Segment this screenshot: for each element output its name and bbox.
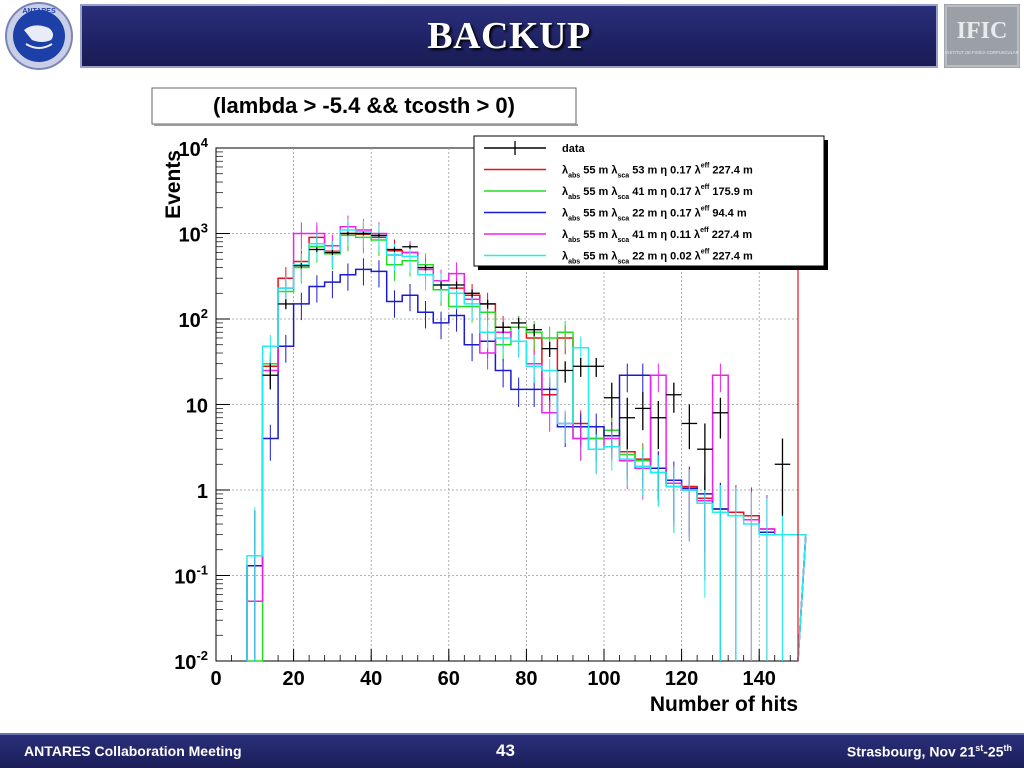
x-tick-label: 100 [587,668,620,690]
footer-bar: ANTARES Collaboration Meeting 43 Strasbo… [0,733,1024,768]
y-tick-label: 10 [186,396,208,418]
footer-date-end: -25 [983,743,1004,760]
legend-label-cyan: λabs 55 m λsca 22 m η 0.02 λeff 227.4 m [562,249,753,266]
histogram-chart: (lambda > -5.4 && tcosth > 0) 0 20 40 60 80 10… [151,87,828,716]
y-axis-label: Events [162,150,185,219]
y-tick-label: 10-1 [174,563,208,589]
header-bar: BACKUP [80,4,938,68]
footer-meeting-name: ANTARES Collaboration Meeting [24,743,242,759]
x-tick-label: 40 [360,668,382,690]
x-tick-label: 0 [210,668,221,690]
slide-title: BACKUP [427,15,591,57]
footer-location: Strasbourg, Nov 21 [846,743,976,760]
x-axis-label: Number of hits [650,693,798,716]
y-tick-label: 102 [179,306,208,332]
chart-title: (lambda > -5.4 && tcosth > 0) [213,93,515,118]
antares-logo-text: ANTARES [22,8,56,15]
ific-logo-text: IFIC [957,18,1008,44]
legend-label-red: λabs 55 m λsca 53 m η 0.17 λeff 227.4 m [562,163,753,180]
legend-label-green: λabs 55 m λsca 41 m η 0.17 λeff 175.9 m [562,184,753,201]
x-tick-label: 20 [282,668,304,690]
y-tick-label: 103 [179,221,208,247]
antares-logo: ANTARES [5,2,73,70]
legend-label-data: data [562,143,586,155]
legend-label-blue: λabs 55 m λsca 22 m η 0.17 λeff 94.4 m [562,206,747,223]
legend-box [473,135,825,267]
x-tick-label: 60 [438,668,460,690]
chart-area: (lambda > -5.4 && tcosth > 0) 0 20 40 60 80 10… [151,87,828,716]
ific-logo: IFIC INSTITUT DE FISICA CORPUSCULAR [944,4,1020,68]
x-tick-label: 80 [515,668,537,690]
y-tick-label: 104 [179,135,209,161]
chart-title-box [151,87,577,125]
footer-location-date: Strasbourg, Nov 21st-25th [847,743,1012,760]
y-tick-label: 1 [197,481,208,503]
x-tick-label: 120 [665,668,698,690]
ific-logo-subtext: INSTITUT DE FISICA CORPUSCULAR [945,50,1018,55]
x-tick-label: 140 [743,668,776,690]
footer-sup-st: st [975,743,984,753]
y-tick-label: 10-2 [174,648,208,674]
legend-label-magenta: λabs 55 m λsca 41 m η 0.11 λeff 227.4 m [562,227,752,244]
page-number: 43 [496,741,515,760]
footer-sup-th: th [1003,743,1013,753]
